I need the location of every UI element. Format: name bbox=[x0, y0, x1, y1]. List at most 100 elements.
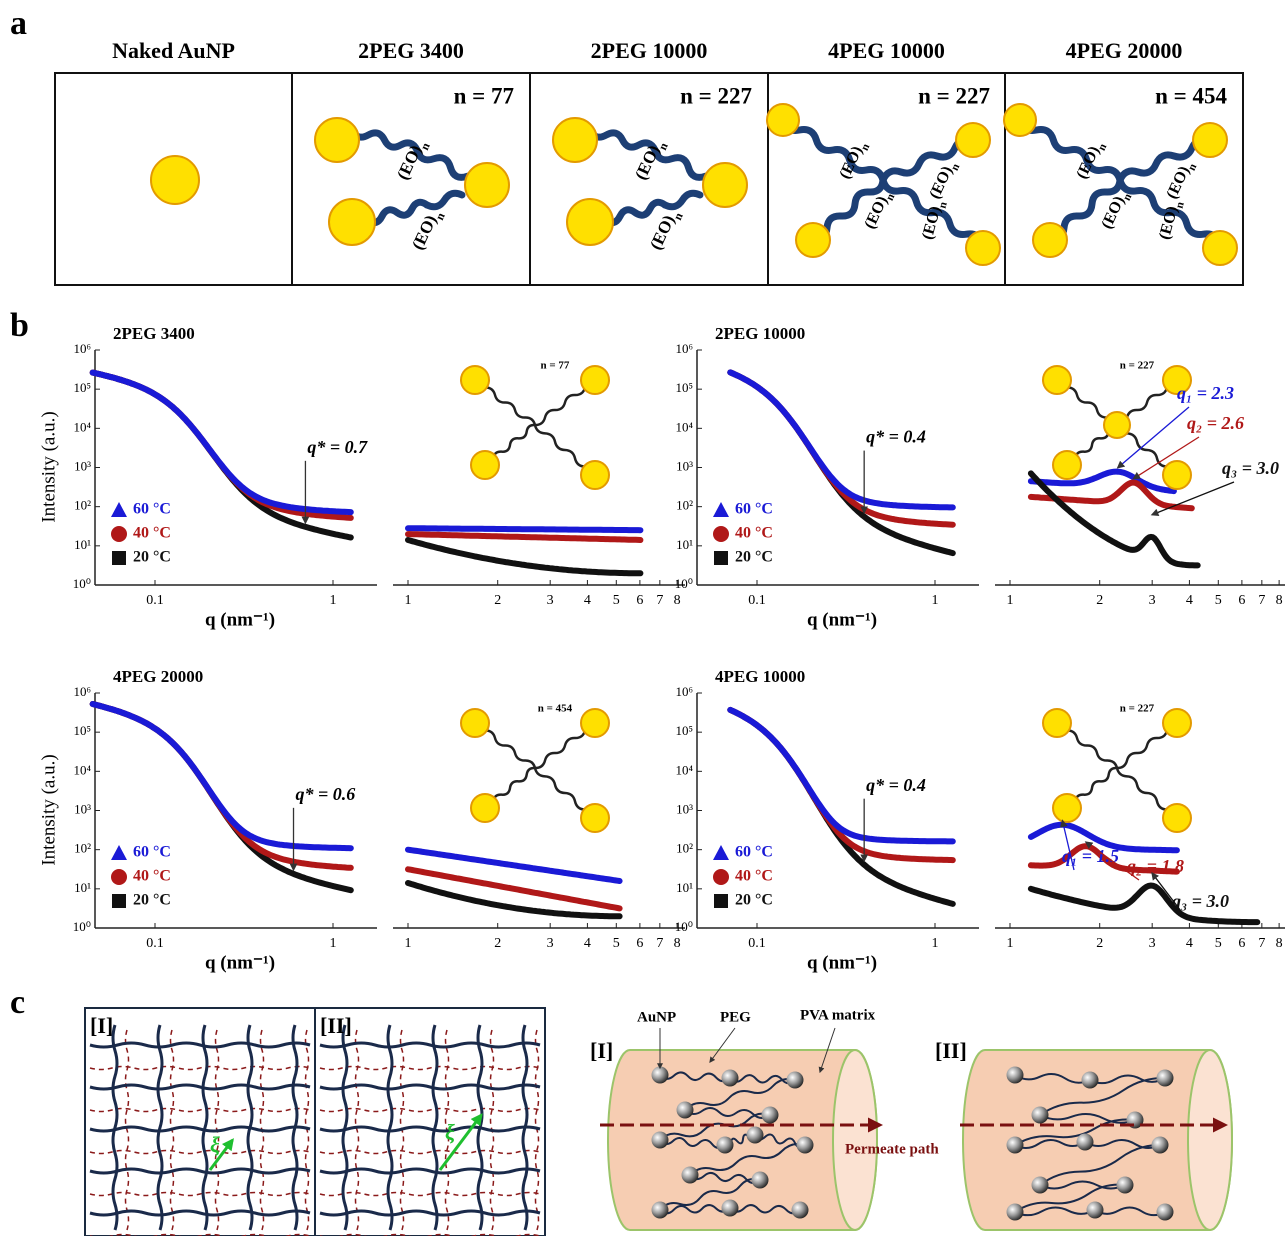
label: 0.1 bbox=[748, 593, 766, 608]
legend-marker bbox=[111, 845, 127, 860]
nanoparticle bbox=[461, 366, 489, 394]
label: 5 bbox=[1215, 936, 1222, 951]
legend-marker bbox=[714, 551, 728, 565]
label: 3 bbox=[1149, 593, 1156, 608]
dashed-chain bbox=[90, 1151, 310, 1154]
chain-label: (EO)n bbox=[1073, 137, 1109, 183]
nanoparticle bbox=[471, 794, 499, 822]
nanoparticle bbox=[329, 199, 375, 245]
label: 40 °C bbox=[133, 525, 171, 542]
nanoparticle bbox=[1032, 1177, 1049, 1194]
nanoparticle bbox=[1087, 1202, 1104, 1219]
label: [II] bbox=[320, 1013, 352, 1038]
label: 7 bbox=[656, 593, 663, 608]
curve bbox=[408, 528, 640, 530]
label: a bbox=[10, 5, 27, 42]
label: 2 bbox=[494, 936, 501, 951]
legend-marker bbox=[713, 869, 729, 885]
label: 20 °C bbox=[133, 892, 171, 909]
nanoparticle bbox=[1004, 104, 1036, 136]
legend-marker bbox=[713, 845, 729, 860]
dashed-chain bbox=[126, 1030, 129, 1230]
grid-box bbox=[85, 1008, 315, 1236]
label: 10⁰ bbox=[73, 576, 91, 591]
label: AuNP bbox=[637, 1009, 676, 1025]
label: 60 °C bbox=[133, 501, 171, 518]
curve bbox=[93, 704, 351, 848]
nanoparticle bbox=[747, 1127, 764, 1144]
label: 8 bbox=[674, 593, 681, 608]
legend-marker bbox=[112, 894, 126, 908]
label: 2PEG 3400 bbox=[358, 38, 464, 63]
label: q₂ = 2.6 bbox=[1187, 413, 1244, 433]
nanoparticle bbox=[581, 709, 609, 737]
label: 1 bbox=[405, 593, 412, 608]
label: 10⁰ bbox=[675, 576, 693, 591]
nanoparticle bbox=[1117, 1177, 1134, 1194]
label: 4PEG 20000 bbox=[113, 667, 203, 686]
nanoparticle bbox=[1043, 366, 1071, 394]
nanoparticle bbox=[1007, 1204, 1024, 1221]
label: 3 bbox=[547, 593, 554, 608]
label: 10³ bbox=[676, 458, 693, 473]
label: 10⁶ bbox=[73, 684, 91, 699]
label: 10¹ bbox=[676, 880, 693, 895]
label: 10⁵ bbox=[675, 723, 693, 738]
label: 10¹ bbox=[676, 537, 693, 552]
label: 10⁴ bbox=[73, 762, 91, 777]
chain bbox=[523, 1025, 527, 1230]
curve bbox=[408, 534, 640, 540]
label: n = 227 bbox=[1120, 360, 1155, 372]
chain bbox=[320, 1211, 540, 1215]
nanoparticle bbox=[1104, 412, 1130, 438]
label: 6 bbox=[1238, 936, 1245, 951]
label: 40 °C bbox=[133, 868, 171, 885]
label: 6 bbox=[1238, 593, 1245, 608]
nanoparticle bbox=[151, 156, 199, 204]
chain-label: (EO)n bbox=[1163, 157, 1199, 203]
label: 10² bbox=[676, 841, 693, 856]
label: [I] bbox=[90, 1013, 113, 1038]
nanoparticle bbox=[1007, 1067, 1024, 1084]
label: 4PEG 20000 bbox=[1066, 38, 1183, 63]
label: b bbox=[10, 307, 29, 344]
label: 6 bbox=[636, 593, 643, 608]
nanoparticle bbox=[1203, 231, 1237, 265]
label: [II] bbox=[935, 1038, 967, 1063]
dashed-chain bbox=[320, 1109, 540, 1112]
chain bbox=[427, 193, 462, 207]
nanoparticle bbox=[1163, 804, 1191, 832]
nanoparticle bbox=[581, 804, 609, 832]
label: 0.1 bbox=[146, 936, 164, 951]
nanoparticle bbox=[315, 118, 359, 162]
label: 0.1 bbox=[748, 936, 766, 951]
chain bbox=[478, 1025, 482, 1230]
figure: abcNaked AuNP2PEG 3400n = 772PEG 10000n … bbox=[0, 0, 1285, 1236]
nanoparticle bbox=[1033, 223, 1067, 257]
label: 5 bbox=[1215, 593, 1222, 608]
dashed-chain bbox=[90, 1109, 310, 1112]
label: 1 bbox=[330, 593, 337, 608]
label: 4PEG 10000 bbox=[828, 38, 945, 63]
curve bbox=[408, 540, 640, 573]
legend-marker bbox=[111, 502, 127, 517]
label: q (nm⁻¹) bbox=[205, 609, 275, 630]
chain bbox=[320, 1043, 540, 1047]
nanoparticle bbox=[652, 1202, 669, 1219]
label: 4 bbox=[1186, 593, 1193, 608]
label: 1 bbox=[1007, 936, 1014, 951]
label: 10³ bbox=[74, 801, 91, 816]
label: Permeate path bbox=[845, 1141, 939, 1157]
legend-marker bbox=[713, 502, 729, 517]
cylinder-end bbox=[1188, 1050, 1232, 1230]
nanoparticle bbox=[461, 709, 489, 737]
chain bbox=[90, 1169, 310, 1173]
label: q (nm⁻¹) bbox=[807, 952, 877, 973]
label: 20 °C bbox=[133, 549, 171, 566]
grid-box bbox=[315, 1008, 545, 1236]
chain bbox=[320, 1085, 540, 1089]
chain bbox=[293, 1025, 297, 1230]
nanoparticle bbox=[677, 1102, 694, 1119]
nanoparticle bbox=[1157, 1070, 1174, 1087]
chain-label: (EO)n bbox=[646, 206, 686, 255]
